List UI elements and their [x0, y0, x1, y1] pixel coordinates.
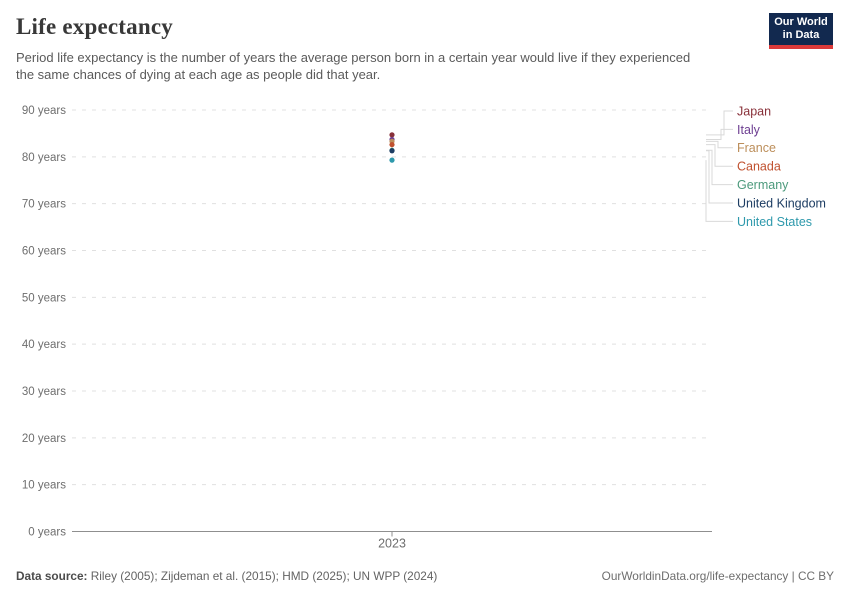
- legend-label-italy[interactable]: Italy: [737, 123, 761, 137]
- y-axis-tick-label-30: 30 years: [22, 386, 66, 398]
- owid-logo[interactable]: Our World in Data: [769, 13, 833, 49]
- y-axis-tick-label-90: 90 years: [22, 105, 66, 117]
- data-source: Data source: Riley (2005); Zijdeman et a…: [16, 569, 437, 583]
- y-axis-tick-label-70: 70 years: [22, 199, 66, 211]
- data-point-canada[interactable]: [389, 142, 395, 148]
- legend-connector-united-states: [705, 160, 733, 222]
- legend-connector-italy: [706, 128, 733, 141]
- legend-label-united-states[interactable]: United States: [737, 215, 812, 229]
- legend-label-japan[interactable]: Japan: [737, 104, 771, 118]
- y-axis-tick-label-10: 10 years: [22, 480, 66, 492]
- legend-connector-canada: [706, 144, 733, 167]
- x-axis-tick-label: 2023: [378, 537, 406, 551]
- page-title: Life expectancy: [16, 14, 173, 39]
- y-axis-tick-label-0: 0 years: [28, 527, 66, 539]
- y-axis-tick-label-50: 50 years: [22, 292, 66, 304]
- y-axis-tick-label-60: 60 years: [22, 246, 66, 258]
- legend-connector-united-kingdom: [706, 150, 733, 204]
- y-axis-tick-label-40: 40 years: [22, 339, 66, 351]
- data-point-united-states[interactable]: [389, 157, 395, 163]
- legend-connector-france: [706, 140, 733, 149]
- legend-label-france[interactable]: France: [737, 141, 776, 155]
- owid-logo-line2: in Data: [782, 29, 820, 41]
- legend-label-united-kingdom[interactable]: United Kingdom: [737, 196, 826, 210]
- chart-footer: Data source: Riley (2005); Zijdeman et a…: [16, 569, 834, 583]
- data-point-japan[interactable]: [389, 132, 395, 138]
- legend-label-canada[interactable]: Canada: [737, 160, 781, 174]
- owid-logo-line1: Our World: [774, 16, 828, 28]
- legend-label-germany[interactable]: Germany: [737, 178, 789, 192]
- legend-connector-germany: [706, 149, 733, 186]
- y-axis-tick-label-20: 20 years: [22, 433, 66, 445]
- chart-subtitle: Period life expectancy is the number of …: [16, 50, 691, 82]
- data-point-united-kingdom[interactable]: [389, 148, 395, 154]
- title-block: Life expectancy Period life expectancy i…: [16, 14, 716, 83]
- data-source-text: Riley (2005); Zijdeman et al. (2015); HM…: [87, 569, 438, 583]
- footer-link[interactable]: OurWorldinData.org/life-expectancy | CC …: [601, 569, 834, 583]
- data-source-label: Data source:: [16, 569, 88, 583]
- y-axis-tick-label-80: 80 years: [22, 152, 66, 164]
- legend-connector-japan: [706, 110, 733, 136]
